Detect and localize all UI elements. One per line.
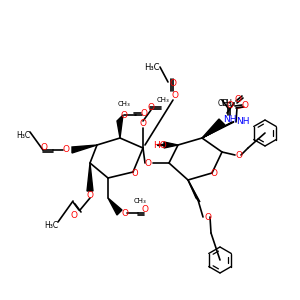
- Text: O: O: [121, 110, 128, 119]
- Polygon shape: [108, 198, 122, 215]
- Text: CH₃: CH₃: [134, 198, 146, 204]
- Text: O: O: [70, 211, 77, 220]
- Text: O: O: [242, 101, 248, 110]
- Polygon shape: [72, 145, 97, 153]
- Text: O: O: [145, 158, 152, 167]
- Text: O: O: [140, 118, 146, 127]
- Text: O: O: [122, 208, 128, 217]
- Text: O: O: [140, 109, 148, 118]
- Text: H₃C: H₃C: [44, 220, 58, 230]
- Text: H₃C: H₃C: [145, 64, 160, 73]
- Text: CH₃: CH₃: [118, 101, 130, 107]
- Polygon shape: [202, 122, 234, 138]
- Text: CH₃: CH₃: [218, 98, 232, 107]
- Text: O: O: [235, 94, 242, 103]
- Text: HO: HO: [153, 140, 167, 149]
- Text: O: O: [148, 103, 154, 112]
- Text: H₃C: H₃C: [16, 130, 30, 140]
- Text: O: O: [211, 169, 218, 178]
- Text: O: O: [205, 212, 212, 221]
- Polygon shape: [117, 115, 123, 138]
- Text: O: O: [169, 80, 176, 88]
- Text: O: O: [86, 191, 94, 200]
- Text: O: O: [172, 91, 178, 100]
- Text: NH: NH: [223, 116, 237, 124]
- Text: CH₃: CH₃: [157, 97, 169, 103]
- Text: O: O: [132, 169, 138, 178]
- Polygon shape: [87, 163, 93, 191]
- Text: O: O: [40, 142, 47, 152]
- Text: CH₃: CH₃: [222, 98, 236, 107]
- Text: O: O: [226, 100, 233, 109]
- Polygon shape: [164, 142, 178, 148]
- Polygon shape: [202, 119, 225, 138]
- Text: NH: NH: [236, 118, 250, 127]
- Text: O: O: [142, 206, 148, 214]
- Text: O: O: [62, 146, 70, 154]
- Text: O: O: [236, 151, 242, 160]
- Polygon shape: [188, 180, 200, 202]
